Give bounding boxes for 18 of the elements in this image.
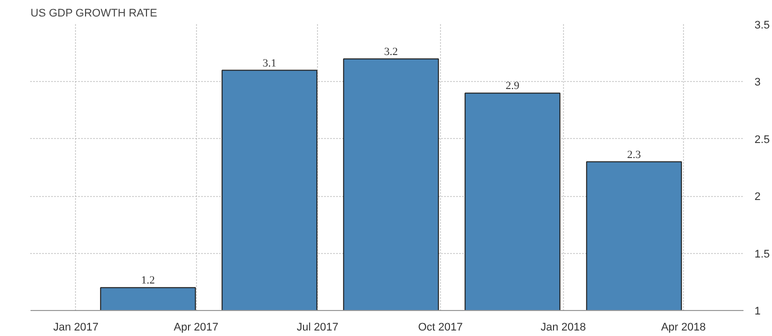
data-label: 3.2 — [384, 46, 398, 58]
y-tick-label: 2.5 — [754, 134, 770, 146]
chart-title: US GDP GROWTH RATE — [30, 8, 158, 20]
data-label: 2.3 — [627, 148, 642, 161]
y-tick-label: 1 — [754, 306, 761, 318]
x-tick-label: Oct 2017 — [418, 322, 463, 334]
y-tick-label: 3.5 — [754, 20, 770, 32]
y-tick-label: 2 — [754, 191, 761, 204]
x-tick-label: Apr 2018 — [661, 322, 706, 334]
data-label: 3.1 — [262, 57, 276, 70]
x-tick-label: Apr 2017 — [174, 322, 218, 334]
x-tick-label: Jul 2017 — [296, 322, 338, 334]
y-tick-label: 3 — [754, 76, 761, 89]
data-label: 2.9 — [506, 80, 520, 92]
x-tick-label: Jan 2018 — [540, 322, 586, 334]
x-tick-label: Jan 2017 — [53, 322, 99, 334]
y-tick-label: 1.5 — [754, 248, 770, 260]
data-label: 1.2 — [141, 274, 155, 287]
